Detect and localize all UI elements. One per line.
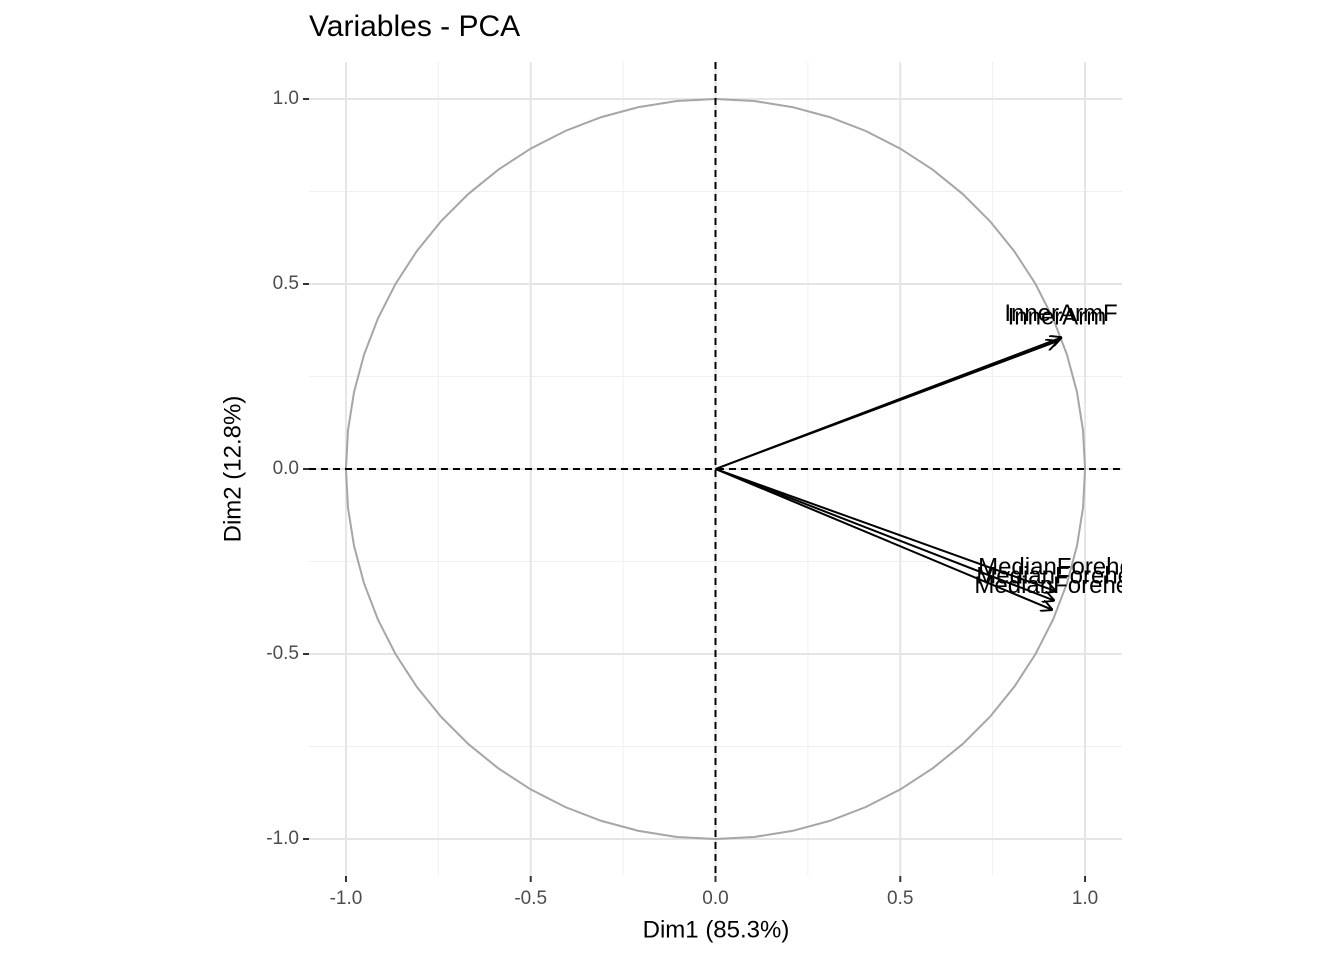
variable-arrow xyxy=(715,468,1054,600)
x-tick-label: -1.0 xyxy=(330,888,363,909)
y-tick-label: 0.5 xyxy=(273,273,299,294)
variable-label: InnerArmF xyxy=(1004,300,1117,327)
variable-label: InnerArm xyxy=(1008,304,1107,331)
x-tick-label: 0.5 xyxy=(887,888,913,909)
grid: -1.0 -0.5 0.0 0.5 1.0 -1.0 -0.5 0.0 0.5 1.0 xyxy=(266,62,1122,909)
x-tick-label: 1.0 xyxy=(1072,888,1098,909)
y-axis-title: Dim2 (12.8%) xyxy=(219,396,246,543)
x-tick-label: 0.0 xyxy=(702,888,728,909)
variable-label: MedianForehe xyxy=(976,563,1131,590)
x-tick-label: -0.5 xyxy=(514,888,547,909)
y-tick-label: -1.0 xyxy=(266,828,299,849)
y-tick-label: 0.0 xyxy=(273,458,299,479)
variable-label: MedianForehe xyxy=(978,553,1133,580)
y-tick-label: 1.0 xyxy=(273,88,299,109)
variable-arrow xyxy=(715,468,1052,610)
y-tick-label: -0.5 xyxy=(266,643,299,664)
x-axis-title: Dim1 (85.3%) xyxy=(643,916,790,943)
variable-arrow xyxy=(715,468,1056,591)
chart-title: Variables - PCA xyxy=(309,10,520,43)
variable-label: MedianForehe xyxy=(974,572,1129,599)
variable-arrow xyxy=(715,341,1057,470)
